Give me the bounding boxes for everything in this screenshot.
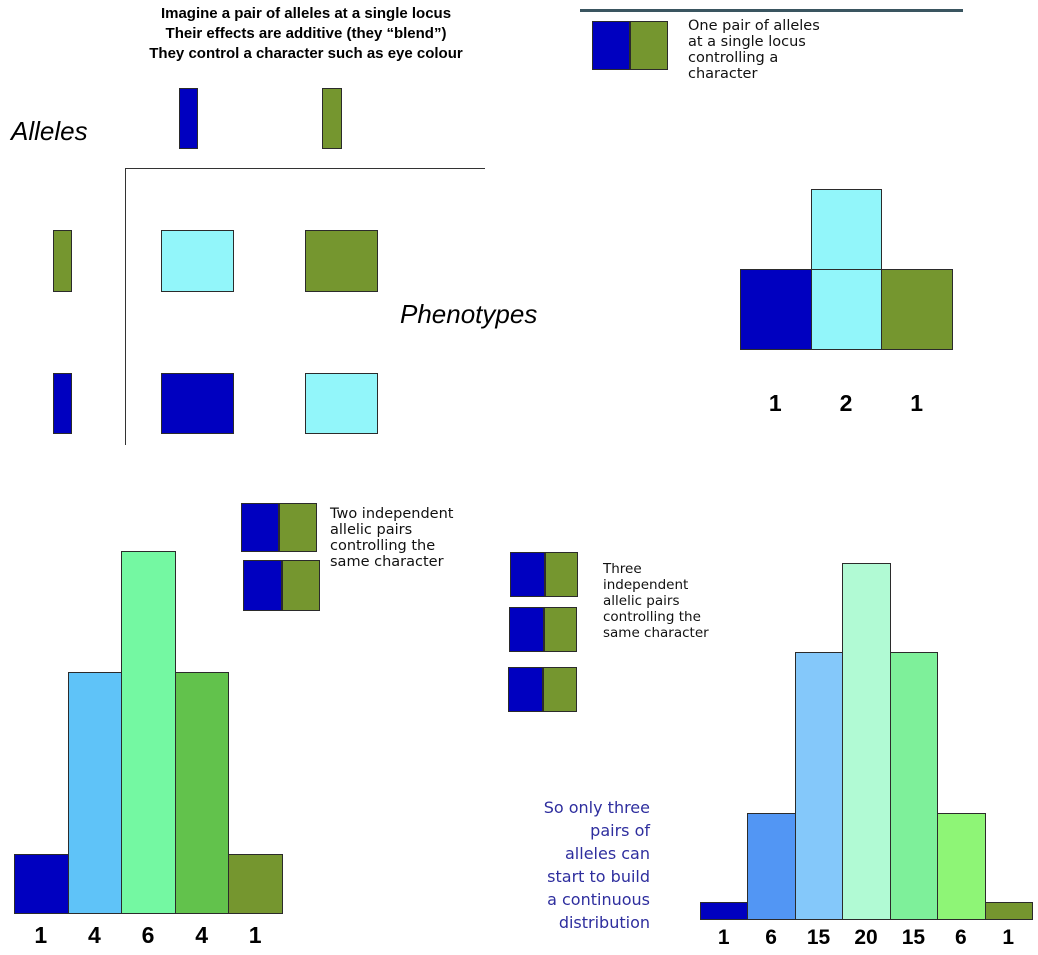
histogram-count-label: 2: [839, 390, 853, 416]
histogram-bar: [984, 902, 1033, 920]
histogram-bar: [842, 563, 891, 920]
note-three-pairs-line: same character: [603, 625, 709, 641]
histogram-bar: [794, 652, 844, 920]
header-line-2: Their effects are additive (they “blend”…: [165, 25, 447, 42]
note-two-pairs: Two independent allelic pairs controllin…: [330, 506, 500, 570]
histogram-bar: [67, 672, 123, 914]
note-one-pair-line: at a single locus: [688, 34, 806, 50]
legend-three-blue-allele-2: [509, 607, 544, 652]
histogram-bar: [889, 652, 939, 920]
histogram-count-label: 1: [717, 926, 730, 949]
note-three-pairs-line: independent: [603, 577, 689, 593]
chart-two-pairs-ticks: 1 4 6 4 1: [14, 922, 282, 954]
chart-one-pair: [740, 189, 953, 350]
punnett-vertical-axis: [125, 168, 126, 445]
conclusion-line: a continuous: [547, 890, 650, 909]
histogram-bar: [174, 672, 230, 914]
note-one-pair-line: controlling a: [688, 50, 779, 66]
legend-three-green-allele-3: [543, 667, 577, 712]
conclusion-line: start to build: [547, 867, 650, 886]
histogram-bar: [881, 269, 953, 350]
histogram-count-label: 6: [141, 922, 155, 948]
histogram-bar: [700, 902, 749, 920]
legend-three-blue-allele-3: [508, 667, 543, 712]
histogram-count-label: 6: [955, 926, 967, 949]
histogram-bar: [810, 189, 883, 270]
note-three-pairs-line: Three: [603, 561, 642, 577]
histogram-bar: [810, 269, 883, 350]
histogram-count-label: 1: [910, 390, 924, 416]
histogram-count-label: 1: [768, 390, 782, 416]
note-three-pairs: Three independent allelic pairs controll…: [603, 561, 743, 641]
column-allele-blue: [179, 88, 198, 149]
cell-heterozygote-2: [305, 373, 378, 434]
note-one-pair: One pair of alleles at a single locus co…: [688, 18, 888, 82]
legend-two-blue-allele-1: [241, 503, 279, 552]
histogram-count-label: 15: [901, 926, 926, 949]
legend-three-green-allele-2: [544, 607, 577, 652]
histogram-count-label: 20: [854, 926, 878, 949]
note-one-pair-line: character: [688, 66, 758, 82]
cell-heterozygote-1: [161, 230, 234, 292]
histogram-count-label: 4: [87, 922, 101, 948]
row-allele-green: [53, 230, 72, 292]
histogram-bar: [937, 812, 986, 920]
header-line-3: They control a character such as eye col…: [149, 45, 463, 62]
cell-homozygote-green: [305, 230, 378, 292]
conclusion-note: So only three pairs of alleles can start…: [488, 796, 650, 934]
note-two-pairs-line: controlling the: [330, 538, 436, 554]
punnett-horizontal-axis: [125, 168, 485, 169]
legend-one-blue-allele: [592, 21, 630, 70]
chart-one-pair-ticks: 1 2 1: [740, 390, 952, 430]
legend-two-green-allele-2: [282, 560, 320, 611]
header-line-1: Imagine a pair of alleles at a single lo…: [160, 5, 452, 22]
histogram-count-label: 15: [806, 926, 831, 949]
histogram-bar: [747, 812, 796, 920]
chart-three-pairs-ticks: 1 6 15 20 15 6 1: [700, 926, 1032, 954]
histogram-count-label: 1: [248, 922, 262, 948]
histogram-bar: [228, 853, 283, 914]
note-one-pair-line: One pair of alleles: [688, 18, 820, 34]
note-two-pairs-line: Two independent: [330, 506, 454, 522]
note-two-pairs-line: allelic pairs: [330, 522, 413, 538]
histogram-count-label: 1: [34, 922, 48, 948]
legend-two-green-allele-1: [279, 503, 317, 552]
legend-three-green-allele-1: [545, 552, 578, 597]
histogram-bar: [14, 853, 69, 914]
histogram-count-label: 4: [195, 922, 208, 948]
histogram-count-label: 6: [765, 926, 777, 949]
chart-three-pairs: [700, 563, 1033, 920]
chart-two-pairs: [14, 551, 283, 914]
note-two-pairs-line: same character: [330, 554, 444, 570]
conclusion-line: alleles can: [565, 844, 650, 863]
histogram-bar: [740, 269, 812, 350]
conclusion-line: distribution: [558, 913, 650, 932]
legend-three-blue-allele-1: [510, 552, 545, 597]
legend-two-blue-allele-2: [243, 560, 282, 611]
legend-one-green-allele: [630, 21, 668, 70]
conclusion-line: pairs of: [590, 821, 650, 840]
histogram-count-label: 1: [1002, 926, 1015, 949]
conclusion-line: So only three: [543, 798, 650, 817]
cell-homozygote-blue: [161, 373, 234, 434]
histogram-bar: [121, 551, 176, 914]
phenotypes-label: Phenotypes: [400, 299, 538, 329]
top-rule: [580, 9, 963, 12]
column-allele-green: [322, 88, 342, 149]
note-three-pairs-line: controlling the: [603, 609, 701, 625]
alleles-label: Alleles: [11, 116, 88, 146]
note-three-pairs-line: allelic pairs: [603, 593, 680, 609]
row-allele-blue: [53, 373, 72, 434]
